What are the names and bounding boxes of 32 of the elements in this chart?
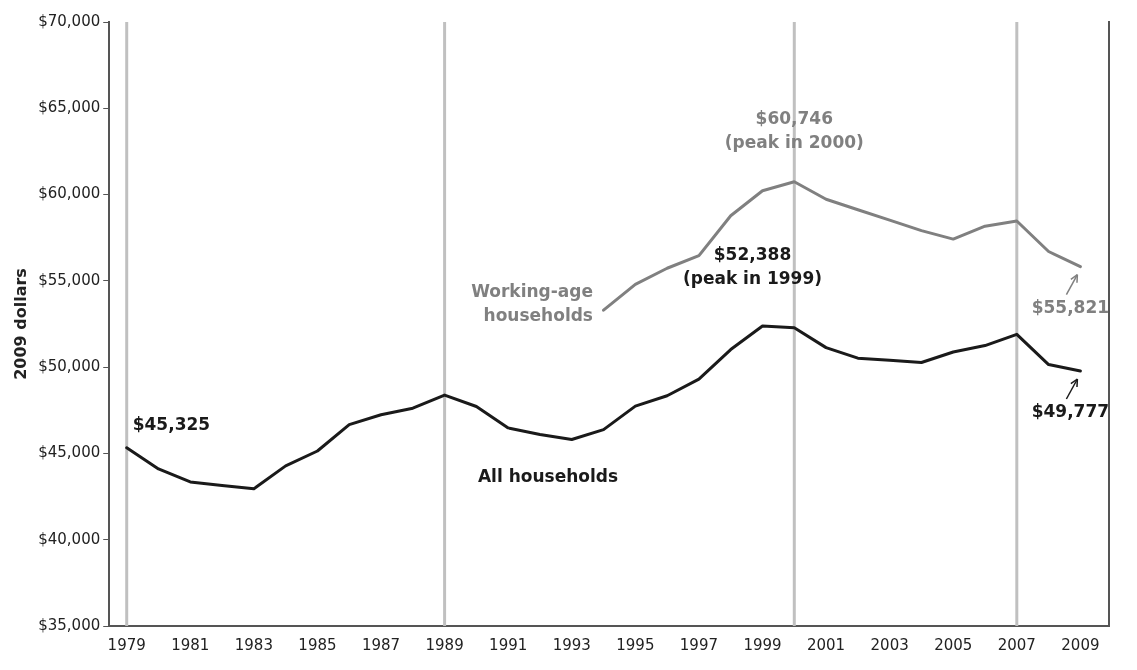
y-tick-label: $65,000 — [38, 98, 101, 117]
x-tick-label: 1993 — [552, 635, 591, 654]
y-axis-title: 2009 dollars — [10, 268, 30, 380]
x-tick-label: 1987 — [361, 635, 401, 654]
x-tick-label: 2007 — [997, 635, 1036, 654]
y-tick-label: $55,000 — [38, 270, 101, 289]
x-tick-label: 2003 — [870, 635, 909, 654]
x-tick-label: 1999 — [743, 635, 782, 654]
x-tick-label: 1985 — [298, 635, 337, 654]
annotation: $45,325 — [132, 414, 211, 435]
x-tick-label: 1983 — [234, 635, 273, 654]
x-tick-label: 1991 — [489, 635, 528, 654]
x-tick-label: 2001 — [806, 635, 846, 654]
x-tick-label: 1989 — [425, 635, 464, 654]
x-tick-label: 2009 — [1061, 635, 1100, 654]
y-tick-label: $70,000 — [38, 11, 101, 30]
y-tick-label: $45,000 — [38, 443, 101, 462]
x-tick-label: 2005 — [934, 635, 973, 654]
annotation: $60,746 (peak in 2000) — [724, 108, 864, 153]
x-tick-label: 1997 — [679, 635, 719, 654]
annotation: $49,777 — [1031, 401, 1110, 422]
y-tick-label: $60,000 — [38, 184, 101, 203]
y-tick-label: $50,000 — [38, 357, 101, 376]
x-tick-label: 1981 — [171, 635, 210, 654]
y-tick-label: $40,000 — [38, 529, 101, 548]
annotation: $55,821 — [1031, 297, 1110, 318]
series-label: Working-age households — [471, 281, 593, 326]
x-tick-label: 1995 — [616, 635, 655, 654]
annotation: $52,388 (peak in 1999) — [682, 244, 823, 289]
x-tick-label: 1979 — [107, 635, 146, 654]
text: All households — [477, 466, 619, 487]
y-tick-label: $35,000 — [38, 615, 101, 634]
